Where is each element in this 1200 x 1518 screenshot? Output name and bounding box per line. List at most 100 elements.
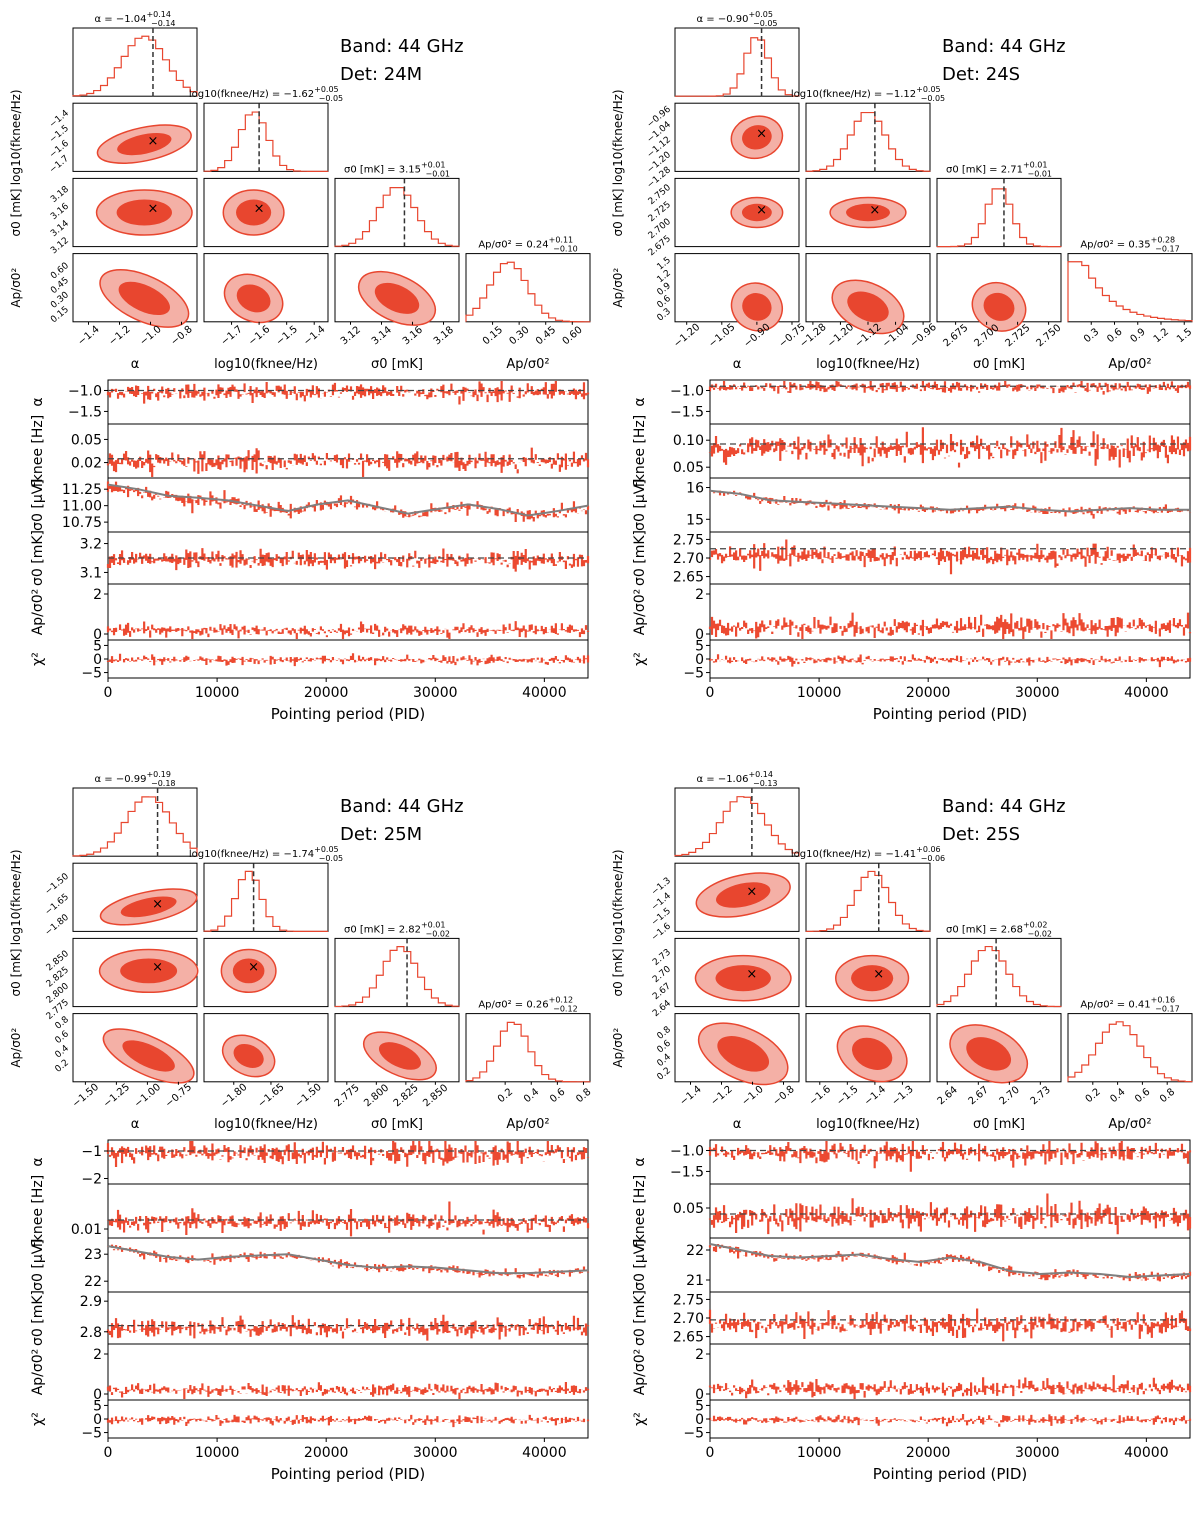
y-tick-label: 0.4 xyxy=(54,1043,72,1060)
y-tick-label: 22 xyxy=(84,1274,102,1290)
hist-title-sub: −0.02 xyxy=(1027,929,1052,938)
trace-ylabel-0: α xyxy=(632,1157,648,1166)
contour-inner-2-1 xyxy=(236,199,272,226)
trace-ylabel-5: χ² xyxy=(632,1412,648,1426)
x-tick-label: −1.3 xyxy=(890,1084,916,1108)
y-tick-label: 0.10 xyxy=(673,433,704,449)
trace-ylabel-2: σ0 [μV] xyxy=(632,1239,648,1291)
histogram-log_fknee xyxy=(805,111,931,172)
hist-title-sup: +0.05 xyxy=(314,845,339,854)
trace-5 xyxy=(106,1414,590,1428)
x-tick-label: 0.2 xyxy=(1084,1087,1103,1106)
x-tick-label: −1.20 xyxy=(672,322,703,350)
drift-line-2 xyxy=(107,1245,589,1275)
y-tick-label: 15 xyxy=(686,512,704,528)
hist-title-sup: +0.19 xyxy=(146,770,171,779)
hist-title-sub: −0.17 xyxy=(1155,1005,1180,1014)
hist-title-main: α = −1.06 xyxy=(696,774,748,785)
trace-axes-2 xyxy=(107,477,589,533)
x-tick-label: 2.73 xyxy=(1029,1085,1053,1108)
x-tick-label: 0.4 xyxy=(1108,1087,1127,1106)
y-tick-label: −5 xyxy=(683,1426,704,1442)
y-tick-label: 5 xyxy=(695,638,704,654)
y-tick-label: 3.18 xyxy=(49,184,71,205)
y-tick-label: 23 xyxy=(84,1247,102,1263)
y-tick-label: 0 xyxy=(93,1412,102,1428)
trace-axes-2 xyxy=(709,477,1191,533)
x-axis-label-Ap: Ap/σ0² xyxy=(506,357,549,372)
x-axis-label-log_fknee: log10(fknee/Hz) xyxy=(214,357,318,372)
x-axis-label: Pointing period (PID) xyxy=(271,705,425,723)
hist-title-sup: +0.05 xyxy=(916,85,941,94)
y-axis-label-log_fknee: log10(fknee/Hz) xyxy=(611,849,625,945)
x-tick-label: −1.4 xyxy=(76,324,102,348)
x-tick-label: 0 xyxy=(706,1445,715,1461)
x-tick-label: 2.825 xyxy=(392,1082,421,1109)
hist-title-Ap: Ap/σ0² = 0.24+0.11 −0.10 xyxy=(478,236,577,254)
hist-title-sup: +0.12 xyxy=(549,996,574,1005)
hist-title-main: log10(fknee/Hz) = −1.41 xyxy=(791,849,916,860)
x-tick-label: 10000 xyxy=(797,1445,842,1461)
x-axis-label-sigma0: σ0 [mK] xyxy=(973,1117,1025,1132)
y-axis-label-Ap: Ap/σ0² xyxy=(9,268,23,308)
x-tick-label: 40000 xyxy=(522,1445,567,1461)
y-tick-label: 3.14 xyxy=(49,218,71,239)
x-tick-label: 0.15 xyxy=(481,325,505,348)
hist-title-sub: −0.12 xyxy=(553,1005,578,1014)
trace-ylabel-3: σ0 [mK] xyxy=(30,530,46,586)
contour-inner-1-0 xyxy=(117,133,172,156)
y-tick-label: 0.2 xyxy=(656,1066,673,1083)
x-axis-label-Ap: Ap/σ0² xyxy=(1108,1117,1151,1132)
hist-title-sub: −0.05 xyxy=(753,19,778,28)
truth-marker: × xyxy=(152,960,163,975)
x-tick-label: 0.4 xyxy=(522,1087,541,1106)
y-tick-label: 0 xyxy=(695,1412,704,1428)
contour-inner-2-0 xyxy=(120,958,178,984)
hist-title-sup: +0.14 xyxy=(748,770,773,779)
x-tick-label: −1.0 xyxy=(740,1084,766,1108)
trace-axes-5 xyxy=(107,639,589,679)
trace-ylabel-4: Ap/σ0² xyxy=(632,589,648,636)
hist-title-main: log10(fknee/Hz) = −1.12 xyxy=(791,89,916,100)
x-tick-label: 1.5 xyxy=(1175,327,1194,346)
trace-ylabel-0: α xyxy=(30,1157,46,1166)
trace-axes-0 xyxy=(709,1139,1191,1185)
x-tick-label: −1.50 xyxy=(71,1082,102,1110)
y-tick-label: −1.0 xyxy=(670,383,704,399)
x-tick-label: 0.2 xyxy=(496,1087,515,1106)
y-tick-label: 21 xyxy=(686,1273,704,1289)
x-tick-label: −1.7 xyxy=(219,324,245,348)
corner-axes-2-2 xyxy=(334,177,460,248)
y-tick-label: 1.2 xyxy=(656,268,673,285)
hist-title-sub: −0.06 xyxy=(921,854,946,863)
hist-title-sub: −0.01 xyxy=(425,169,450,178)
x-tick-label: 2.775 xyxy=(333,1082,362,1109)
x-tick-label: −0.96 xyxy=(908,322,939,350)
x-tick-label: 3.18 xyxy=(432,325,456,348)
truth-marker: × xyxy=(746,967,757,982)
trace-ylabel-4: Ap/σ0² xyxy=(30,1349,46,1396)
hist-title-sub: −0.18 xyxy=(151,779,176,788)
y-tick-label: −1 xyxy=(81,1144,102,1160)
truth-marker: × xyxy=(248,960,259,975)
x-tick-label: −1.5 xyxy=(274,324,300,348)
histogram-alpha xyxy=(675,37,800,97)
hist-title-sup: +0.05 xyxy=(314,85,339,94)
x-tick-label: 0.9 xyxy=(1129,327,1148,346)
hist-title-sub: −0.14 xyxy=(151,19,176,28)
hist-title-alpha: α = −1.06+0.14 −0.13 xyxy=(696,770,777,788)
x-tick-label: 40000 xyxy=(1124,685,1169,701)
trace-4 xyxy=(106,1382,590,1399)
x-tick-label: 0 xyxy=(104,1445,113,1461)
y-tick-label: 0.05 xyxy=(673,460,704,476)
trace-axes-0 xyxy=(107,1139,589,1185)
y-tick-label: 0.9 xyxy=(656,281,674,298)
y-axis-label-sigma0: σ0 [mK] xyxy=(611,949,625,997)
trace-3 xyxy=(708,1308,1192,1342)
y-tick-label: 2.64 xyxy=(651,998,673,1019)
panel-bottom-left: Band: 44 GHz Det: 25M α = −0.99+0.19 −0.18 ×… xyxy=(9,770,593,1483)
x-tick-label: 0.3 xyxy=(1082,327,1101,346)
hist-title-log_fknee: log10(fknee/Hz) = −1.41+0.06 −0.06 xyxy=(791,845,945,863)
truth-marker: × xyxy=(756,203,767,218)
